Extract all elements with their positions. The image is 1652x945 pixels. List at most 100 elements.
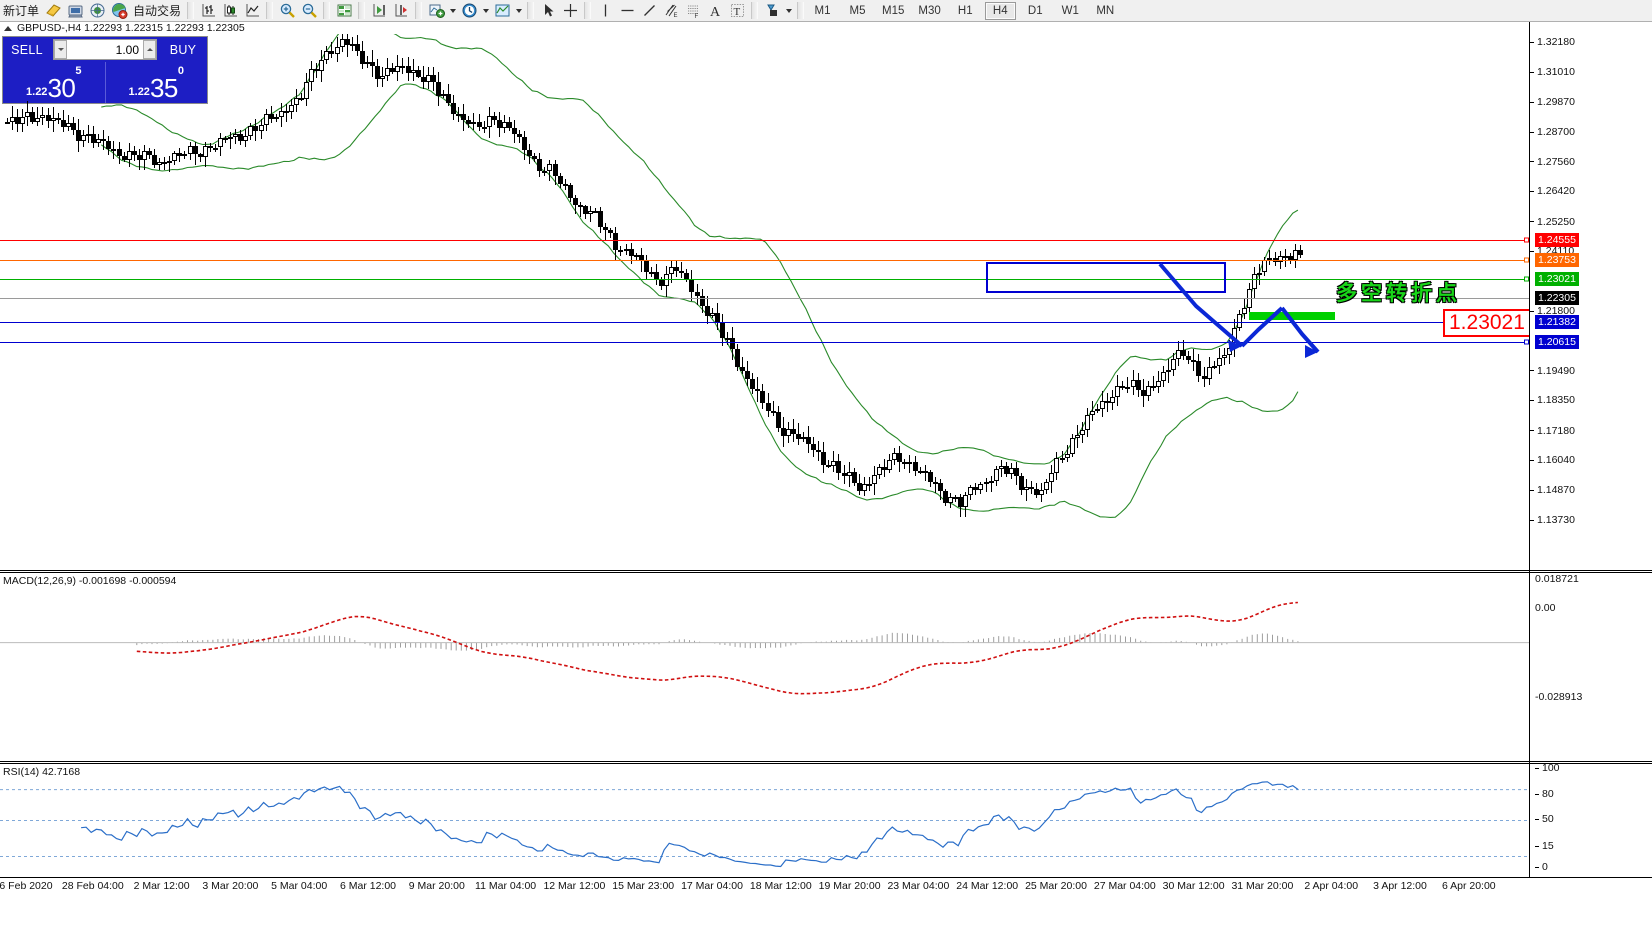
cursor-icon[interactable] — [537, 1, 559, 21]
collapse-triangle-icon[interactable] — [4, 25, 12, 31]
time-tick: 6 Apr 20:00 — [1441, 880, 1496, 892]
trendline-icon[interactable] — [638, 1, 660, 21]
text-label-icon[interactable]: A — [704, 1, 726, 21]
downtrend-arrow-path — [1158, 262, 1320, 354]
autotrading-button[interactable]: 自动交易 — [133, 4, 182, 18]
level-line[interactable] — [0, 321, 1529, 323]
consolidation-rectangle[interactable] — [986, 262, 1226, 293]
bar-chart-icon[interactable] — [197, 1, 219, 21]
macd-axis-tick: -0.028913 — [1535, 691, 1583, 703]
new-order-button[interactable]: 新订单 — [3, 4, 40, 18]
rsi-pane[interactable] — [0, 766, 1529, 877]
zoom-in-icon[interactable] — [276, 1, 298, 21]
macd-axis-tick: 0.018721 — [1535, 573, 1579, 585]
candlestick-chart-icon[interactable] — [219, 1, 241, 21]
svg-text:F: F — [694, 14, 698, 19]
shapes-icon[interactable] — [761, 1, 783, 21]
timeframe-mn[interactable]: MN — [1096, 4, 1115, 17]
indicators-icon[interactable] — [425, 1, 447, 21]
volume-increase-icon[interactable] — [143, 40, 156, 59]
buy-button[interactable]: BUY — [169, 42, 197, 57]
time-tick: 30 Mar 12:00 — [1162, 880, 1225, 892]
level-line-handle[interactable] — [1524, 276, 1529, 282]
timeframe-h1[interactable]: H1 — [957, 4, 973, 17]
level-line-handle[interactable] — [1524, 237, 1529, 243]
green-highlight-bar[interactable] — [1249, 312, 1335, 320]
timeframe-m1[interactable]: M1 — [814, 4, 831, 17]
crosshair-icon[interactable] — [559, 1, 581, 21]
level-line[interactable] — [0, 239, 1529, 241]
time-tick: 5 Mar 04:00 — [271, 880, 328, 892]
text-box-icon[interactable]: T — [726, 1, 748, 21]
price-pane[interactable]: 多空转折点 1.23021 — [0, 34, 1529, 564]
equidistant-channel-icon[interactable]: E — [660, 1, 682, 21]
zoom-out-icon[interactable] — [298, 1, 320, 21]
period-icon[interactable] — [458, 1, 480, 21]
trade-panel-top-row: SELL 1.00 BUY — [3, 37, 207, 62]
volume-decrease-icon[interactable] — [54, 40, 67, 59]
level-line[interactable] — [0, 260, 1529, 262]
level-line-handle[interactable] — [1524, 257, 1529, 263]
sell-price-prefix: 1.22 — [26, 86, 48, 98]
price-level-label[interactable]: 1.21382 — [1535, 314, 1579, 329]
level-line[interactable] — [0, 341, 1529, 343]
timeframe-h4[interactable]: H4 — [984, 1, 1016, 20]
vertical-line-icon[interactable] — [594, 1, 616, 21]
time-tick: 9 Mar 20:00 — [408, 880, 465, 892]
price-level-label[interactable]: 1.23753 — [1535, 253, 1579, 268]
level-line[interactable] — [0, 279, 1529, 281]
bollinger-upper-band — [101, 34, 1299, 465]
price-callout-box[interactable]: 1.23021 — [1443, 309, 1529, 337]
volume-stepper[interactable]: 1.00 — [53, 39, 157, 60]
macd-label: MACD(12,26,9) -0.001698 -0.000594 — [3, 575, 177, 587]
trend-arrows — [1158, 262, 1320, 358]
sell-button[interactable]: SELL — [11, 42, 43, 57]
templates-icon[interactable] — [491, 1, 513, 21]
grid-icon[interactable] — [333, 1, 355, 21]
toolbar-separator-6 — [527, 2, 535, 19]
line-chart-icon[interactable] — [241, 1, 263, 21]
timeframe-w1[interactable]: W1 — [1061, 4, 1079, 17]
auto-scroll-icon[interactable] — [368, 1, 390, 21]
macd-chart-svg — [0, 601, 1529, 695]
horizontal-line-icon[interactable] — [616, 1, 638, 21]
rsi-axis-tick: 0 — [1535, 861, 1548, 873]
level-line-handle[interactable] — [1524, 339, 1529, 345]
price-tick: 1.29870 — [1530, 96, 1575, 108]
toolbar-separator-5 — [415, 2, 423, 19]
one-click-trading-panel[interactable]: SELL 1.00 BUY 1.22 30 5 1.22 35 0 — [2, 36, 208, 104]
market-watch-icon[interactable] — [108, 1, 130, 21]
expert-advisors-icon[interactable] — [42, 1, 64, 21]
toolbar-separator-8 — [751, 2, 759, 19]
period-dropdown-caret-icon[interactable] — [480, 1, 491, 21]
time-axis[interactable]: 6 Feb 2020 28 Feb 04:00 2 Mar 12:00 3 Mar 2… — [0, 880, 1529, 902]
sell-price[interactable]: 1.22 30 5 — [3, 62, 105, 103]
timeframe-m5[interactable]: M5 — [849, 4, 866, 17]
time-tick: 25 Mar 20:00 — [1025, 880, 1087, 892]
price-level-label[interactable]: 1.20615 — [1535, 334, 1579, 349]
price-tick: 1.13730 — [1530, 514, 1575, 526]
volume-input[interactable]: 1.00 — [115, 42, 139, 57]
indicators-dropdown-caret-icon[interactable] — [447, 1, 458, 21]
macd-pane[interactable] — [0, 575, 1529, 742]
toolbar-separator-3 — [323, 2, 331, 19]
chart-container[interactable]: GBPUSD-,H4 1.22293 1.22315 1.22293 1.223… — [0, 22, 1652, 945]
price-tick: 1.31010 — [1530, 66, 1575, 78]
fibonacci-icon[interactable]: F — [682, 1, 704, 21]
timeframe-m30[interactable]: M30 — [918, 4, 941, 17]
level-line[interactable] — [0, 297, 1529, 299]
chart-shift-icon[interactable] — [390, 1, 412, 21]
timeframe-m15[interactable]: M15 — [882, 4, 905, 17]
sell-price-fraction: 5 — [75, 65, 82, 77]
templates-dropdown-caret-icon[interactable] — [513, 1, 524, 21]
price-level-label[interactable]: 1.22305 — [1535, 290, 1579, 305]
terminal-icon[interactable] — [64, 1, 86, 21]
shapes-dropdown-caret-icon[interactable] — [783, 1, 794, 21]
navigator-icon[interactable] — [86, 1, 108, 21]
price-tick: 1.32180 — [1530, 36, 1575, 48]
timeframe-d1[interactable]: D1 — [1027, 4, 1043, 17]
price-level-label[interactable]: 1.24555 — [1535, 232, 1579, 247]
price-level-label[interactable]: 1.23021 — [1535, 272, 1579, 287]
price-axis[interactable]: 1.32180 1.31010 1.29870 1.28700 1.27560 1.264… — [1529, 22, 1652, 877]
buy-price[interactable]: 1.22 35 0 — [104, 62, 208, 103]
